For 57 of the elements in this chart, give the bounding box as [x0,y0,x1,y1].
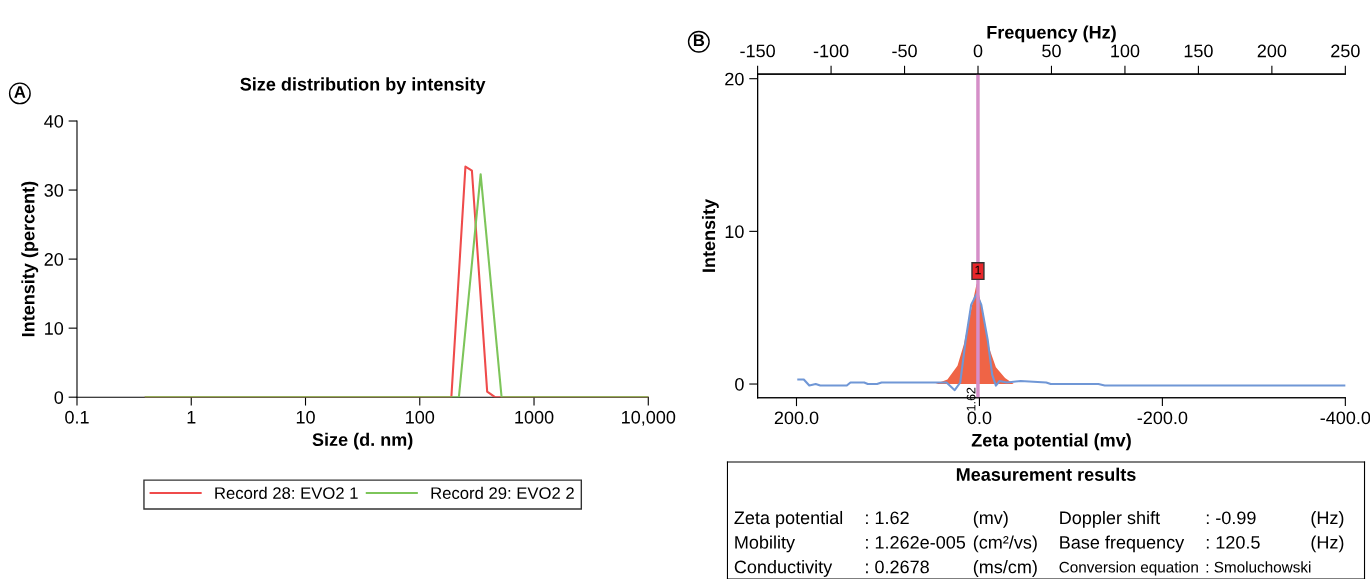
x2-tick-label: 150 [1184,44,1213,58]
x-tick-label: 0.1 [65,410,89,424]
text: B [693,34,705,47]
x2-tick-label: -100 [813,44,849,58]
x-axis-title: Size (d. nm) [312,432,413,450]
x-tick-label: 0.0 [967,411,992,425]
text: : -0.99 [1206,511,1256,525]
text: Measurement results [956,467,1136,481]
text: (Hz) [1311,535,1344,553]
x-tick-label: 100 [406,410,435,424]
x2-tick-label: -50 [892,44,917,58]
text: Base frequency [1060,535,1185,553]
y-tick-label: 20 [725,72,744,86]
x-axis-title: Zeta potential (mv) [971,433,1131,451]
annotation: 1 [975,265,981,275]
y-axis-title: Intensity [701,198,719,272]
x-tick-label: -400.0 [1320,411,1370,425]
y-tick-label: 10 [45,322,64,335]
x-tick-label: 10,000 [622,410,676,426]
text: : Smoluchowski [1206,561,1311,573]
text: : 1.262e-005 [866,535,966,549]
x2-tick-label: 100 [1111,44,1140,58]
text: Mobility [735,535,796,553]
chart-title: Size distribution by intensity [240,77,486,95]
x2-tick-label: -150 [740,44,775,58]
x-tick-label: 1 [187,411,196,424]
x-tick-label: 10 [296,410,315,424]
text: : 1.62 [866,511,909,525]
y-tick-label: 30 [44,183,64,197]
text: Conductivity [734,560,833,577]
text: : 0.2678 [866,560,929,574]
y-tick-label: 10 [725,225,744,239]
y-tick-label: 0 [735,377,744,391]
text: Conversion equation [1059,561,1198,576]
x2-axis-title: Frequency (Hz) [987,25,1116,43]
x2-tick-label: 50 [1042,44,1061,58]
x-tick-label: -200.0 [1137,411,1188,425]
legend-label: Record 28: EVO2 1 [215,486,358,500]
x2-tick-label: 250 [1331,44,1360,58]
text: (ms/cm) [973,560,1037,577]
text: A [14,86,26,98]
x-tick-label: 1000 [515,410,554,424]
x2-tick-label: 200 [1257,44,1287,58]
y-tick-label: 0 [54,391,64,404]
text: : 120.5 [1206,535,1260,549]
text: (mv) [973,510,1008,528]
y-tick-label: 40 [44,114,64,128]
text: (cm²/vs) [973,535,1037,553]
text: Zeta potential [734,510,843,528]
legend-label: Record 29: EVO2 2 [431,486,574,500]
y-axis-title: Intensity (percent) [21,181,39,337]
x-tick-label: 200.0 [774,411,819,425]
ref-line-label: 1.62 [966,387,976,411]
x2-tick-label: 0 [973,44,983,58]
text: Doppler shift [1060,510,1160,528]
y-tick-label: 20 [44,253,64,266]
text: (Hz) [1311,510,1344,528]
